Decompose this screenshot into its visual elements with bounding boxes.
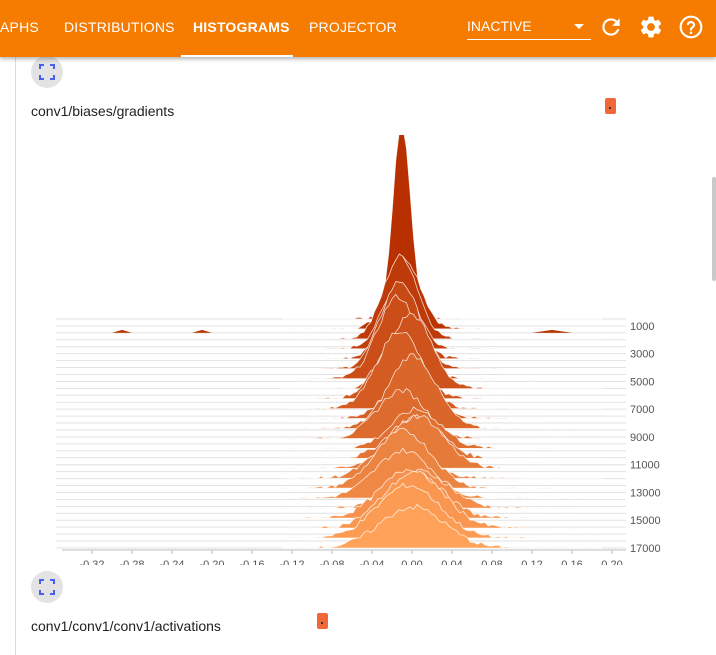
y-tick-label: 3000 — [630, 349, 654, 361]
x-tick-label: -0.04 — [359, 559, 384, 565]
help-icon[interactable] — [678, 14, 704, 40]
tab-distributions[interactable]: DISTRIBUTIONS — [64, 19, 175, 35]
histogram-ridge — [281, 482, 603, 539]
expand-chart-button-2[interactable] — [31, 571, 63, 603]
run-color-chip[interactable] — [605, 98, 616, 114]
histogram-outlier — [112, 329, 132, 333]
x-tick-label: 0.20 — [601, 559, 622, 565]
histogram-ridge — [281, 353, 602, 429]
x-tick-label: 0.00 — [401, 559, 422, 565]
histogram-ridge — [281, 503, 602, 549]
histogram-ridge — [282, 255, 602, 330]
y-tick-label: 13000 — [630, 487, 661, 499]
histogram-ridge — [282, 306, 602, 360]
fullscreen-icon — [39, 579, 55, 595]
histogram-ridge — [281, 427, 602, 489]
chart-title: conv1/biases/gradients — [31, 103, 175, 119]
y-tick-label: 5000 — [630, 376, 654, 388]
histogram-ridges — [112, 135, 603, 549]
tab-graphs[interactable]: APHS — [0, 19, 39, 35]
y-tick-label: 9000 — [630, 432, 654, 444]
expand-chart-button[interactable] — [31, 56, 63, 88]
scrollbar-thumb[interactable] — [712, 177, 716, 281]
y-tick-label: 11000 — [630, 460, 660, 472]
histogram-ridge — [282, 135, 602, 320]
dropdown-value: INACTIVE — [467, 18, 532, 34]
x-tick-label: 0.04 — [441, 559, 462, 565]
y-axis: 1000 3000 5000 7000 9000 11000 13000 15000 17000 — [630, 321, 661, 555]
refresh-icon[interactable] — [598, 14, 624, 40]
histogram-chart: -0.32 -0.28 -0.24 -0.20 -0.16 -0.12 -0.08 -0.04… — [56, 135, 661, 565]
y-tick-label: 7000 — [630, 404, 654, 416]
x-tick-label: -0.16 — [239, 559, 264, 565]
x-tick-label: -0.08 — [319, 559, 344, 565]
x-tick-label: -0.28 — [119, 559, 144, 565]
histogram-ridge — [282, 470, 602, 529]
histogram-ridge — [282, 285, 602, 350]
histogram-ridge — [281, 312, 602, 390]
histogram-ridge — [281, 253, 602, 340]
run-color-chip-2[interactable] — [317, 613, 328, 629]
tab-histograms[interactable]: HISTOGRAMS — [193, 19, 290, 35]
histogram-ridge — [282, 406, 602, 449]
card-left-border — [15, 57, 16, 655]
histogram-outlier — [532, 329, 572, 333]
y-tick-label: 1000 — [630, 321, 654, 333]
histogram-ridge — [282, 447, 602, 499]
tab-projector[interactable]: PROJECTOR — [309, 19, 397, 35]
fullscreen-icon — [39, 64, 55, 80]
x-tick-label: -0.20 — [199, 559, 224, 565]
caret-down-icon — [574, 24, 584, 29]
x-tick-label: -0.12 — [279, 559, 304, 565]
y-tick-label: 15000 — [630, 515, 661, 527]
histogram-ridge — [281, 336, 602, 400]
settings-icon[interactable] — [638, 14, 664, 40]
x-tick-label: -0.24 — [159, 559, 184, 565]
active-tab-indicator — [181, 55, 293, 57]
timestep-grid-lines — [56, 318, 626, 549]
histogram-ridge — [282, 281, 602, 370]
histogram-outlier — [192, 329, 212, 333]
histogram-ridge — [281, 414, 602, 469]
x-tick-label: -0.32 — [79, 559, 104, 565]
chart-title-2: conv1/conv1/conv1/activations — [31, 618, 221, 634]
inactive-plugins-dropdown[interactable]: INACTIVE — [467, 13, 591, 40]
x-tick-label: 0.12 — [521, 559, 542, 565]
y-tick-label: 17000 — [630, 543, 661, 555]
top-app-bar: APHS DISTRIBUTIONS HISTOGRAMS PROJECTOR … — [0, 0, 716, 57]
x-tick-label: 0.08 — [481, 559, 502, 565]
x-tick-label: 0.16 — [561, 559, 582, 565]
x-axis: -0.32 -0.28 -0.24 -0.20 -0.16 -0.12 -0.08 -0.04… — [62, 549, 626, 565]
